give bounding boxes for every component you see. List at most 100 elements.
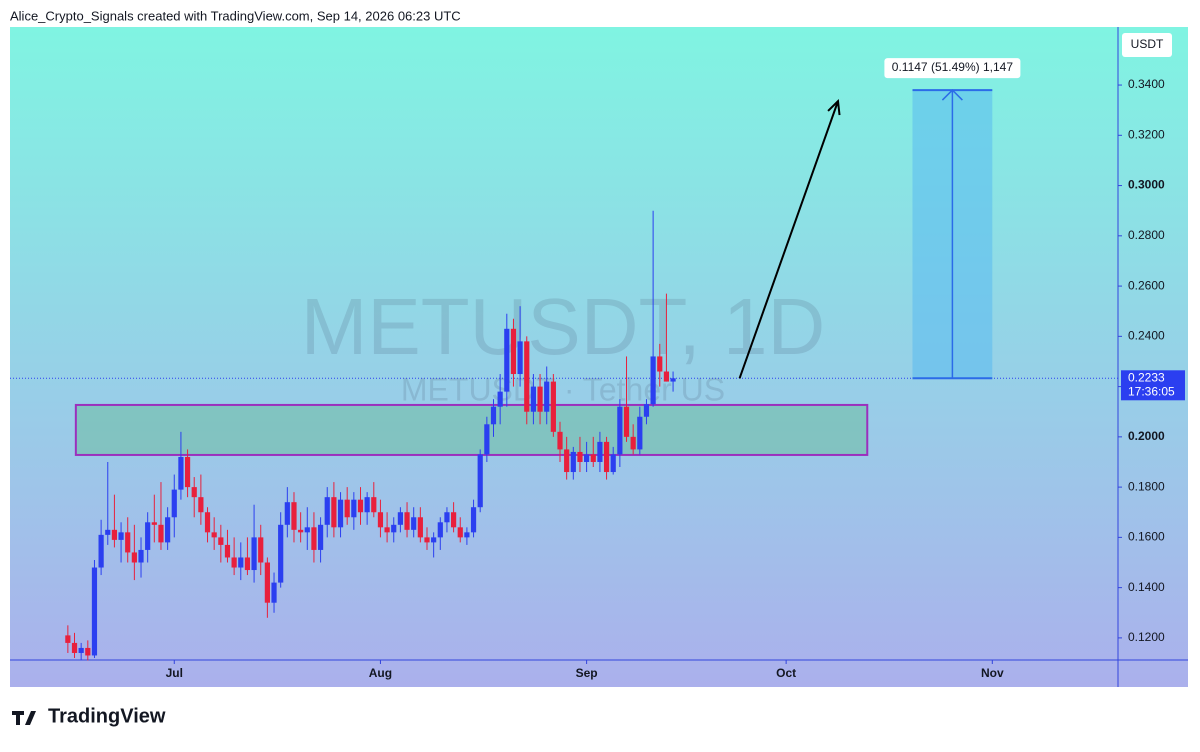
candle-body [111, 529, 118, 540]
candle-body [517, 341, 523, 375]
price-tag [1121, 370, 1185, 401]
measure-label-box [884, 58, 1021, 79]
candle-body [78, 647, 84, 653]
candle-body [490, 406, 497, 425]
candle-body [477, 454, 483, 508]
candle-body [371, 497, 377, 513]
candle-body [158, 524, 164, 543]
candle-body [457, 527, 463, 538]
candle-body [344, 499, 350, 518]
candle-body [324, 497, 330, 525]
candle-body [643, 404, 650, 417]
y-tick-label: 0.2400 [1128, 329, 1165, 343]
candle-body [584, 454, 590, 462]
candle-body [304, 527, 310, 533]
candle-body [364, 497, 370, 513]
candle-body [497, 391, 503, 407]
candle-body [617, 406, 623, 455]
y-tick-label: 0.2000 [1128, 429, 1165, 443]
candle-body [198, 497, 204, 513]
candle-body [530, 386, 537, 412]
candle-body [657, 356, 663, 372]
candle-body [271, 582, 277, 603]
candle-body [178, 456, 184, 490]
candle-body [597, 441, 603, 462]
candle-body [450, 512, 457, 528]
y-tick-label: 0.1800 [1128, 479, 1165, 493]
candle-body [191, 487, 197, 498]
candle-body [244, 557, 251, 571]
candle-body [557, 431, 563, 450]
candle-body [510, 328, 517, 375]
candle-body [278, 524, 284, 583]
price-tag-value: 0.2233 [1128, 370, 1165, 384]
price-tag-countdown: 17:36:05 [1128, 384, 1175, 398]
candle-body [637, 416, 643, 450]
y-tick-label: 0.2600 [1128, 278, 1165, 292]
candle-body [431, 537, 437, 543]
candle-body [444, 512, 450, 523]
candle-body [91, 567, 98, 656]
candle-body [171, 489, 177, 518]
candle-body [125, 532, 131, 553]
candle-body [663, 371, 670, 382]
x-tick-label: Nov [981, 666, 1004, 680]
candle-body [138, 549, 144, 563]
watermark: METUSDT, 1D [301, 282, 826, 371]
candle-body [377, 512, 384, 528]
candle-body [570, 451, 576, 473]
currency-box [1122, 33, 1172, 57]
x-tick-label: Jul [166, 666, 183, 680]
candle-body [397, 512, 403, 525]
candle-body [650, 356, 656, 405]
watermark-sub: METUSDT · Tether US [401, 371, 725, 407]
y-tick-label: 0.2800 [1128, 228, 1165, 242]
candle-body [258, 537, 264, 563]
candle-body [337, 499, 344, 528]
support-zone [74, 403, 869, 456]
candle-body [670, 378, 676, 382]
candle-body [165, 517, 171, 543]
candle-body [504, 328, 510, 392]
candle-body [298, 529, 304, 533]
candle-body [284, 502, 290, 525]
candle-body [317, 524, 324, 550]
candle-body [105, 529, 111, 535]
candle-body [564, 449, 570, 473]
currency: USDT [1131, 37, 1164, 51]
candle-body [603, 441, 610, 473]
measure-arrow-head [941, 89, 963, 101]
candle-body [630, 436, 636, 450]
candle-body [211, 532, 217, 538]
candle-body [544, 381, 550, 412]
candle-body [437, 522, 443, 538]
candle-body [231, 557, 237, 568]
candle-body [184, 456, 191, 488]
candle-body [145, 522, 151, 550]
candle-body [417, 517, 423, 538]
header: Alice_Crypto_Signals created with Tradin… [10, 8, 461, 23]
candle-body [65, 635, 71, 643]
candle-body [85, 647, 91, 656]
candle-body [238, 557, 244, 568]
candle-body [470, 507, 477, 533]
candle-body [404, 512, 410, 530]
candle-body [118, 532, 124, 540]
x-tick-label: Oct [776, 666, 796, 680]
candle-body [357, 499, 364, 513]
candle-body [464, 532, 470, 538]
candle-body [610, 454, 616, 473]
candle-body [424, 537, 430, 543]
candle-body [384, 527, 390, 533]
measure-label: 0.1147 (51.49%) 1,147 [892, 60, 1014, 74]
candle-body [484, 424, 490, 455]
candle-body [204, 512, 211, 533]
candle-body [291, 502, 297, 530]
y-tick-label: 0.3200 [1128, 127, 1165, 141]
candle-body [537, 386, 543, 412]
candle-body [264, 562, 270, 603]
logo: TradingView [48, 705, 166, 727]
candle-body [590, 454, 596, 462]
